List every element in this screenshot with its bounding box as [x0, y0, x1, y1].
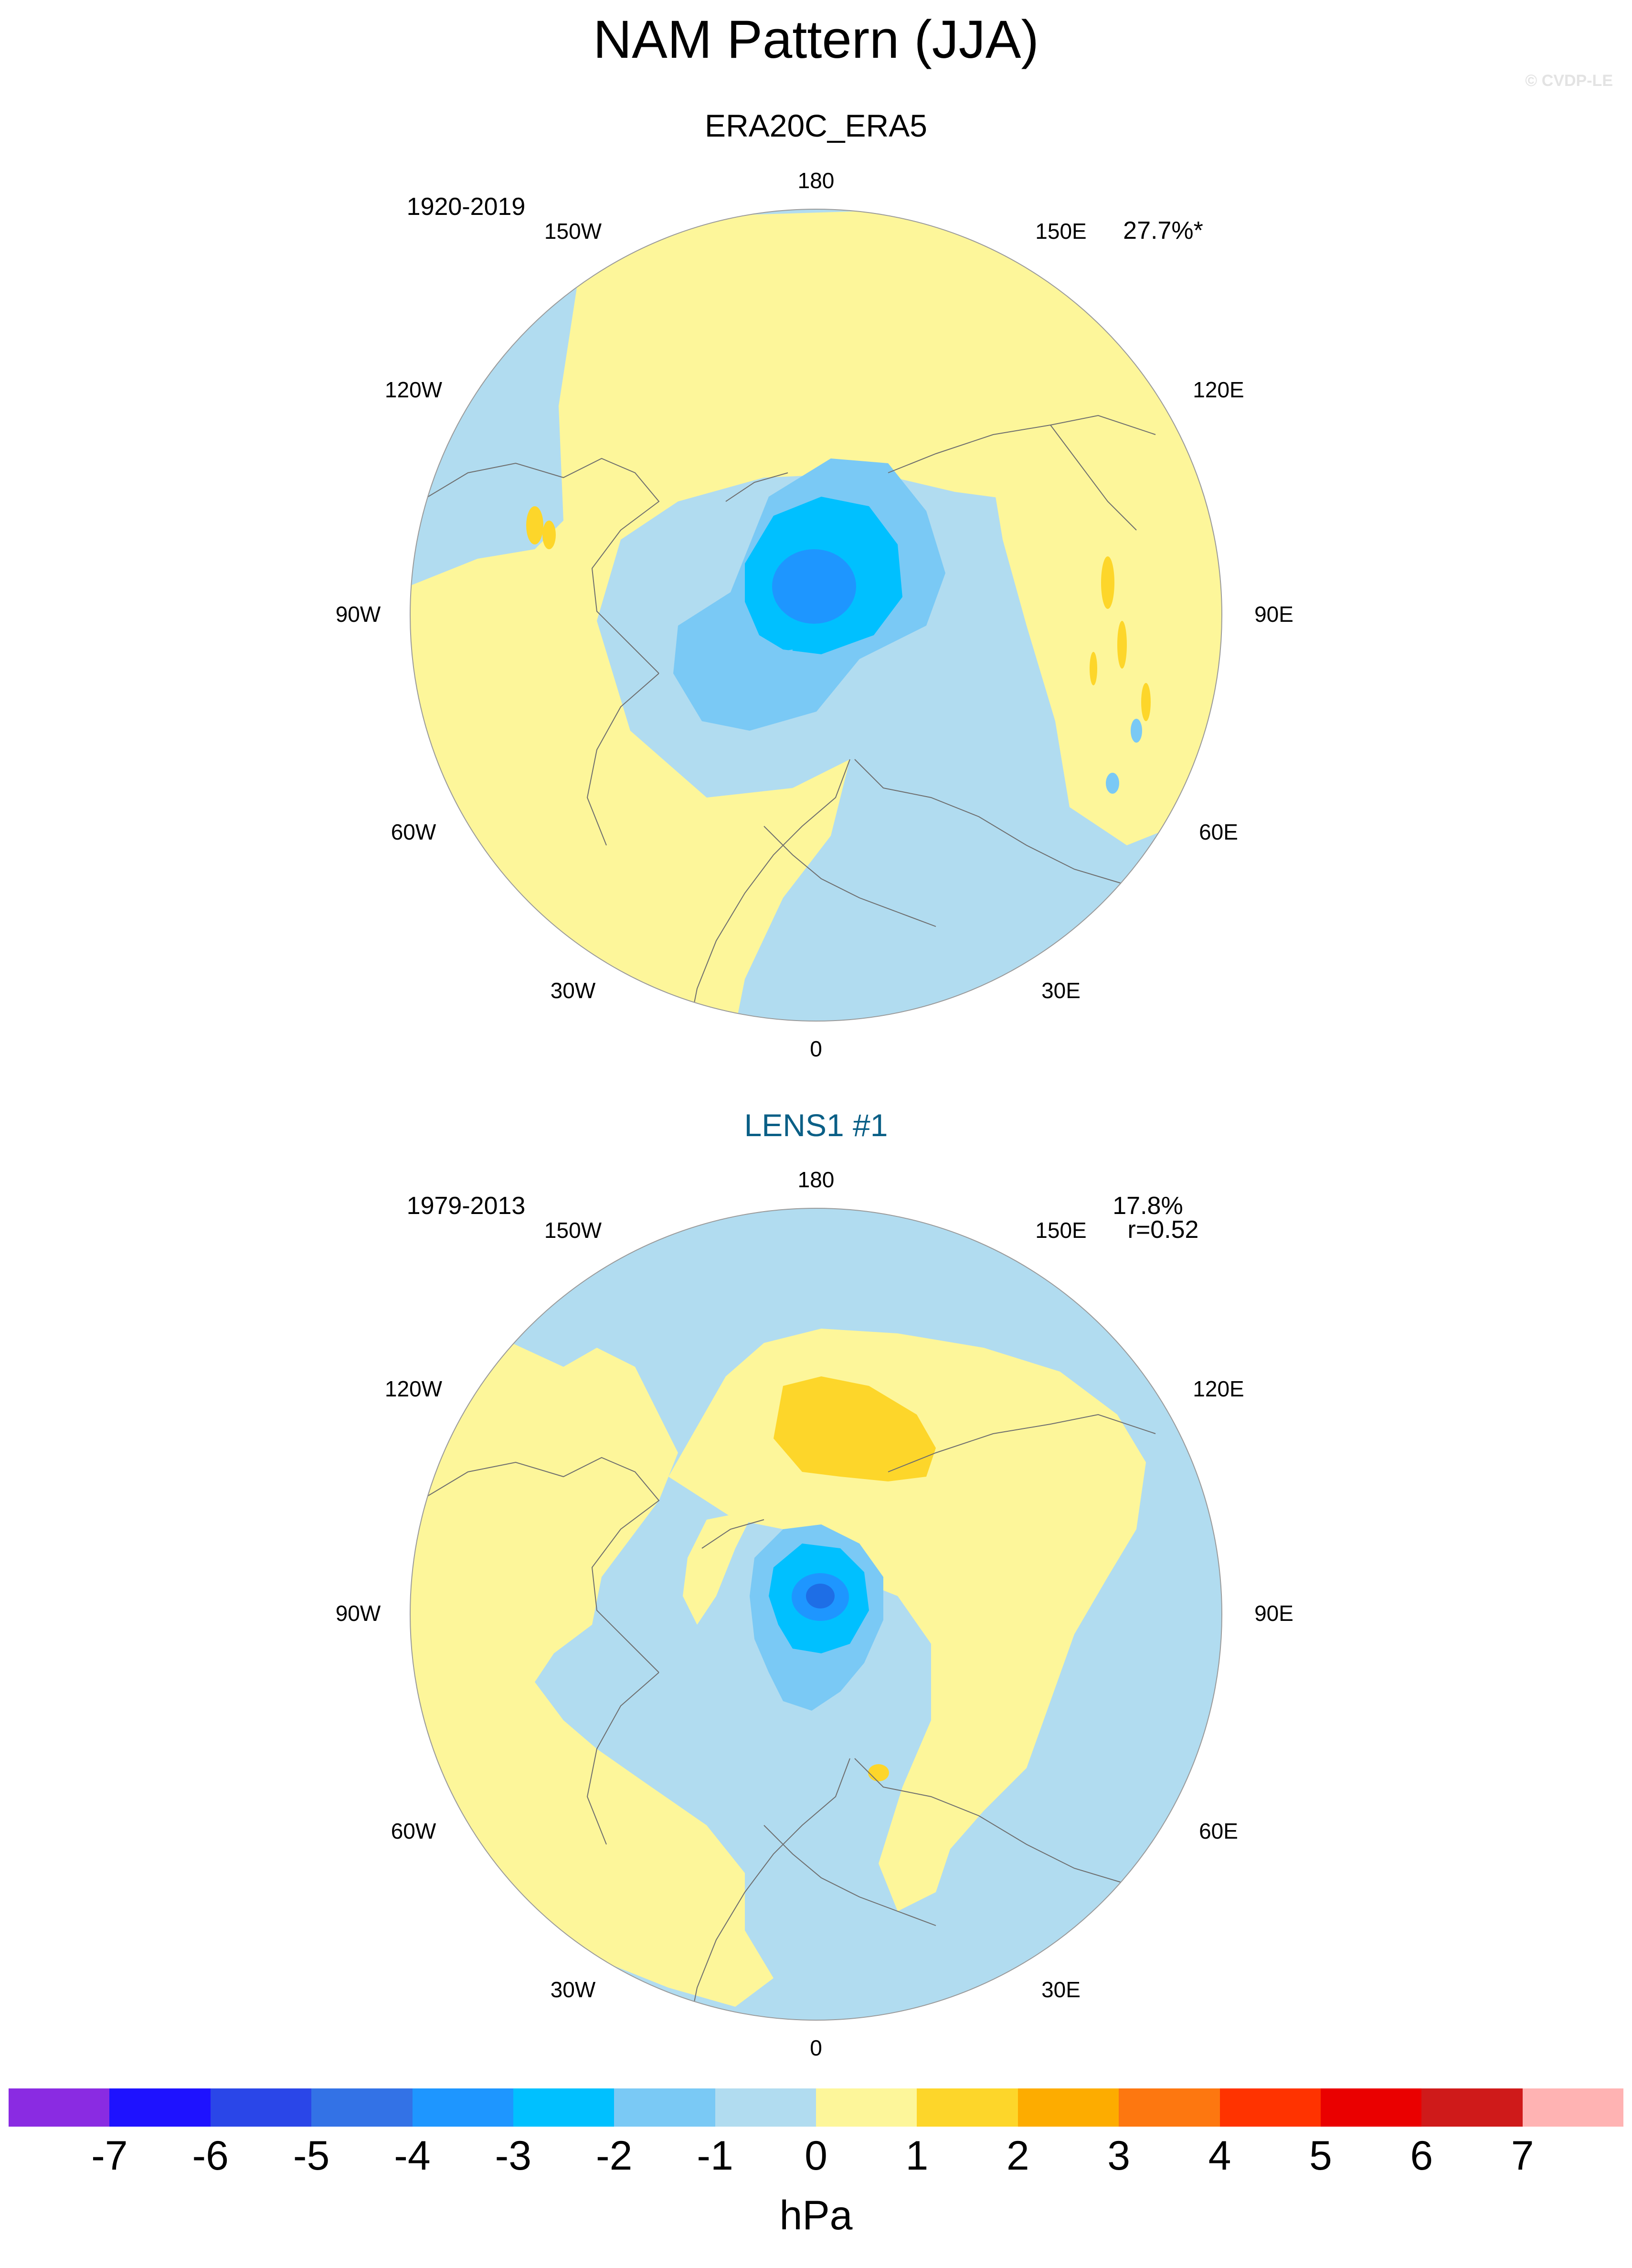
colorbar-segment — [614, 2088, 715, 2127]
colorbar-segment — [513, 2088, 615, 2127]
panel-2-lon-label-180: 180 — [798, 1167, 835, 1192]
panel-1-speckle-positive — [526, 506, 1151, 721]
colorbar-tick-label: -7 — [91, 2133, 128, 2179]
panel-1-lon-label-0: 0 — [810, 1036, 822, 1061]
colorbar-tick-label: -5 — [293, 2133, 330, 2179]
colorbar-tick-label: -3 — [495, 2133, 532, 2179]
colorbar-tick-label: 7 — [1511, 2133, 1534, 2179]
panel-2-lon-label-60e: 60E — [1199, 1819, 1238, 1843]
panel-2-positive-max — [774, 1376, 936, 1481]
panel-2-lon-label-30e: 30E — [1041, 1977, 1081, 2002]
panel-2-small-positive — [868, 1764, 889, 1781]
panel-1-map-outline — [410, 209, 1222, 1022]
panel-1-center-min — [772, 549, 856, 624]
panel-1-lon-label-30w: 30W — [551, 978, 596, 1003]
panel-2-coastlines — [420, 1414, 1156, 2020]
colorbar-segment — [1119, 2088, 1220, 2127]
colorbar — [9, 2088, 1623, 2127]
colorbar-segment — [917, 2088, 1018, 2127]
figure-title: NAM Pattern (JJA) — [593, 10, 1039, 69]
panel-1-lon-label-90w: 90W — [336, 602, 381, 627]
panel-2-lon-label-90e: 90E — [1254, 1601, 1293, 1626]
panel-2-polar-map: 180 150W 150E 120W 120E 90W 90E 60W 60E … — [336, 1167, 1293, 2060]
colorbar-segment — [816, 2088, 917, 2127]
panel-2-center-core — [806, 1584, 835, 1608]
colorbar-segment — [311, 2088, 413, 2127]
colorbar-tick-label: 2 — [1006, 2133, 1029, 2179]
panel-2-lon-label-60w: 60W — [391, 1819, 436, 1843]
credit-watermark: © CVDP-LE — [1525, 72, 1613, 90]
panel-1-lon-label-60w: 60W — [391, 820, 436, 844]
colorbar-segment — [109, 2088, 211, 2127]
panel-1-lon-label-180: 180 — [798, 168, 835, 193]
panel-1-lon-label-60e: 60E — [1199, 820, 1238, 844]
panel-1-coastlines — [420, 415, 1156, 1021]
panel-1-lon-label-120e: 120E — [1193, 377, 1244, 402]
colorbar-segment — [1421, 2088, 1523, 2127]
panel-1-lon-label-90e: 90E — [1254, 602, 1293, 627]
panel-2-map-outline — [410, 1208, 1222, 2021]
colorbar-tick-label: 5 — [1309, 2133, 1332, 2179]
colorbar-tick-label: 4 — [1208, 2133, 1231, 2179]
panel-2-pattern-correlation: r=0.52 — [1128, 1216, 1199, 1244]
panel-2-lon-label-150e: 150E — [1035, 1218, 1086, 1243]
colorbar-tick-label: 1 — [905, 2133, 929, 2179]
panel-1-polar-map: 180 150W 150E 120W 120E 90W 90E 60W 60E … — [336, 168, 1293, 1061]
panel-2-lon-label-90w: 90W — [336, 1601, 381, 1626]
colorbar-tick-label: 3 — [1107, 2133, 1131, 2179]
colorbar-tick-label: 0 — [805, 2133, 827, 2179]
colorbar-segment — [9, 2088, 110, 2127]
colorbar-segment — [210, 2088, 312, 2127]
colorbar-segment — [1219, 2088, 1321, 2127]
colorbar-tick-label: 6 — [1410, 2133, 1433, 2179]
colorbar-tick-label: -1 — [697, 2133, 733, 2179]
panel-2-period: 1979-2013 — [407, 1192, 526, 1220]
panel-1-positive-region-asia — [984, 415, 1222, 845]
colorbar-segment — [715, 2088, 816, 2127]
panel-1-lon-label-150w: 150W — [544, 219, 602, 244]
colorbar-segment — [1320, 2088, 1422, 2127]
colorbar-segment — [1017, 2088, 1119, 2127]
colorbar-unit: hPa — [779, 2193, 853, 2238]
panel-1-lon-label-150e: 150E — [1035, 219, 1086, 244]
panel-2-explained-variance: 17.8% — [1113, 1192, 1183, 1220]
panel-2-positive-ring-inner — [683, 1510, 754, 1625]
panel-2-lon-label-150w: 150W — [544, 1218, 602, 1243]
panel-1-inner-light — [726, 650, 793, 721]
colorbar-tick-label: -2 — [596, 2133, 633, 2179]
panel-1-speckle-negative — [1106, 719, 1142, 794]
colorbar-tick-labels: -7 -6 -5 -4 -3 -2 -1 0 1 2 3 4 5 6 7 — [0, 2132, 1632, 2185]
panel-2-title: LENS1 #1 — [744, 1107, 888, 1143]
panel-2-lon-label-30w: 30W — [551, 1977, 596, 2002]
panel-1-lon-label-30e: 30E — [1041, 978, 1081, 1003]
panel-2-positive-region-west — [410, 1310, 774, 2007]
panel-2-lon-label-120w: 120W — [385, 1376, 443, 1401]
panel-2-lon-label-120e: 120E — [1193, 1376, 1244, 1401]
panel-2-lon-label-0: 0 — [810, 2035, 822, 2060]
panel-1-period: 1920-2019 — [407, 193, 526, 221]
colorbar-tick-label: -4 — [394, 2133, 431, 2179]
panel-1-lon-label-120w: 120W — [385, 377, 443, 402]
colorbar-segment — [412, 2088, 513, 2127]
colorbar-segment — [1522, 2088, 1623, 2127]
colorbar-tick-label: -6 — [192, 2133, 229, 2179]
panel-1-explained-variance: 27.7%* — [1123, 217, 1203, 245]
panel-2-positive-ring-north — [668, 1329, 1146, 1911]
panel-1-title: ERA20C_ERA5 — [705, 108, 927, 143]
